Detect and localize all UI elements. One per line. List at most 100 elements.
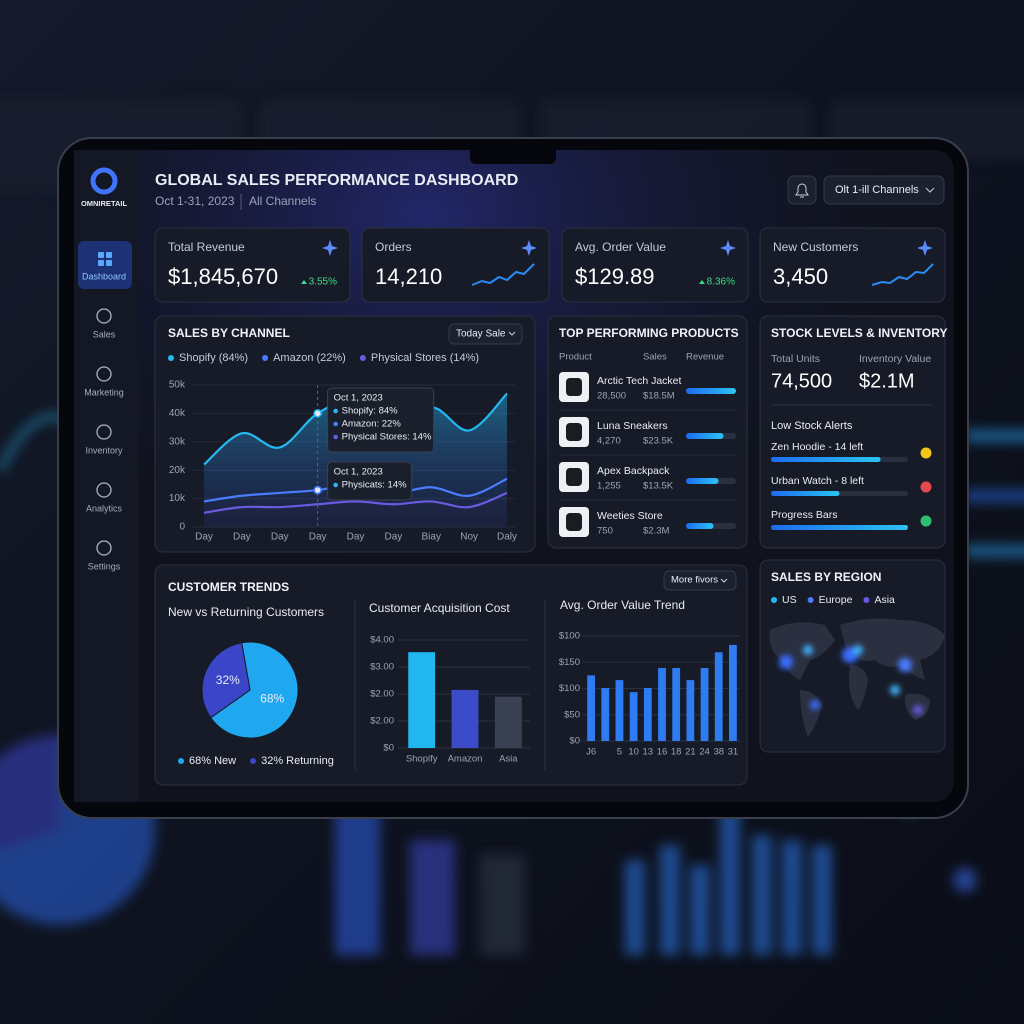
section-title: SALES BY REGION	[771, 570, 881, 584]
legend-label: Physical Stores (14%)	[371, 352, 479, 364]
dashboard-title: GLOBAL SALES PERFORMANCE DASHBOARD	[155, 172, 518, 189]
kpi-label: Orders	[375, 240, 412, 254]
sparkle-icon	[720, 240, 736, 256]
section-title: CUSTOMER TRENDS	[168, 580, 289, 594]
y-tick-label: 0	[179, 522, 185, 533]
status-icon	[920, 447, 932, 459]
tooltip-dot	[333, 482, 338, 488]
legend-label: US	[782, 594, 797, 606]
x-tick-label: Day	[309, 532, 327, 543]
bar	[672, 668, 681, 741]
kpi-value: $129.89	[575, 264, 655, 289]
channel-filter[interactable]	[823, 175, 945, 205]
kpi-value: 14,210	[375, 264, 442, 289]
y-tick-label: 40k	[169, 408, 186, 419]
kpi-card	[154, 227, 351, 303]
product-sales: 4,270	[597, 436, 621, 447]
bar	[714, 652, 723, 741]
product-revenue: $18.5M	[643, 391, 675, 402]
sparkle-icon	[322, 240, 338, 256]
x-tick-label: Daly	[497, 532, 517, 543]
y-tick-label: $3.00	[370, 662, 394, 673]
legend-dot	[178, 758, 184, 764]
nav-active	[78, 241, 132, 289]
bar	[615, 680, 624, 741]
pie-slice	[201, 642, 251, 719]
product-sales: 750	[597, 526, 613, 537]
nav-item[interactable]: Inventory	[85, 445, 123, 455]
slice-label: 68%	[260, 691, 284, 705]
progress-fill	[686, 523, 714, 529]
x-tick-label: Day	[271, 532, 289, 543]
y-tick-label: 50k	[169, 380, 186, 391]
tooltip-text: Physical Stores: 14%	[342, 432, 432, 443]
chart-title: New vs Returning Customers	[168, 605, 324, 619]
x-tick-label: J6	[586, 747, 596, 758]
section-filter[interactable]	[663, 570, 737, 591]
legend-label: 68% New	[189, 755, 236, 767]
sparkle-icon	[521, 240, 537, 256]
y-tick-label: $0	[569, 736, 580, 747]
x-tick-label: 24	[699, 747, 710, 758]
product-revenue: $23.5K	[643, 436, 674, 447]
x-tick-label: 10	[628, 747, 639, 758]
tooltip-text: Physicats: 14%	[342, 480, 407, 491]
alerts-title: Low Stock Alerts	[771, 420, 853, 432]
product-shape	[566, 423, 582, 441]
tooltip-dot	[333, 408, 338, 414]
nav-item[interactable]: Dashboard	[82, 271, 126, 281]
kpi-label: Avg. Order Value	[575, 240, 666, 254]
legend-label: Amazon (22%)	[273, 352, 346, 364]
x-tick-label: Noy	[460, 532, 478, 543]
legend-dot	[250, 758, 257, 764]
sparkline	[471, 263, 535, 286]
legend-dot	[168, 355, 174, 361]
product-revenue: $2.3M	[643, 526, 669, 537]
alert-label: Zen Hoodie - 14 left	[771, 441, 863, 453]
bar	[601, 687, 610, 741]
x-tick-label: Biay	[422, 532, 441, 543]
channel-scope: All Channels	[249, 194, 316, 208]
stat-label: Total Units	[771, 353, 820, 365]
column-header: Revenue	[686, 352, 724, 363]
tooltip-dot	[333, 434, 338, 440]
bar	[451, 689, 479, 748]
legend-dot	[771, 597, 777, 603]
progress-fill	[771, 525, 908, 530]
legend-label: Shopify (84%)	[179, 352, 248, 364]
notification-button[interactable]	[787, 175, 817, 205]
y-tick-label: 10k	[169, 493, 186, 504]
kpi-card	[759, 227, 946, 303]
chart-title: SALES BY CHANNEL	[168, 326, 290, 340]
product-shape	[566, 468, 582, 486]
chart-title: Customer Acquisition Cost	[369, 601, 510, 615]
products-panel	[547, 315, 748, 549]
nav-item[interactable]: Marketing	[84, 387, 124, 397]
tooltip-text: Amazon: 22%	[342, 419, 402, 430]
stat-value: $2.1M	[859, 370, 915, 392]
product-name: Luna Sneakers	[597, 420, 668, 432]
nav-icon	[96, 482, 112, 498]
tooltip-text: Shopify: 84%	[342, 406, 399, 417]
nav-item[interactable]: Sales	[93, 329, 116, 339]
chevron	[508, 331, 516, 336]
legend-dot	[807, 597, 814, 603]
product-shape	[566, 378, 582, 396]
nav-icon	[96, 366, 112, 382]
chart-filter[interactable]	[448, 323, 523, 345]
series-line	[203, 491, 508, 514]
progress-fill	[686, 478, 719, 484]
product-sales: 1,255	[597, 481, 621, 492]
nav-icon	[106, 252, 112, 258]
nav-icon	[96, 540, 112, 556]
nav-item[interactable]: Settings	[88, 561, 121, 571]
nav-item[interactable]: Analytics	[86, 503, 123, 513]
section-title: TOP PERFORMING PRODUCTS	[559, 326, 739, 340]
x-tick-label: 21	[685, 747, 696, 758]
y-tick-label: $2.00	[370, 716, 394, 727]
legend-label: 32% Returning	[261, 755, 334, 767]
nav-icon	[96, 424, 112, 440]
legend-label: Europe	[819, 594, 853, 606]
bar	[494, 696, 522, 748]
